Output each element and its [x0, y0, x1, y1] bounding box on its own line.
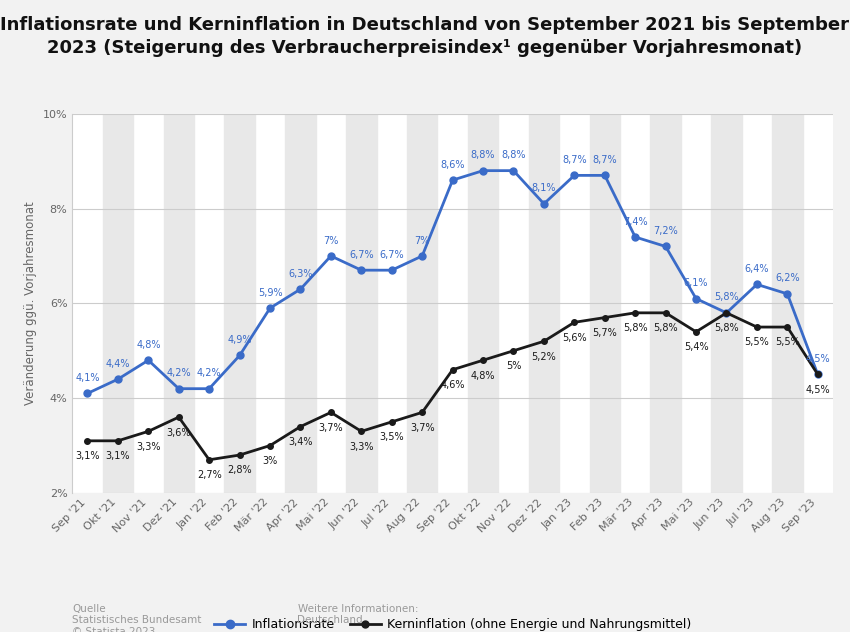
- Bar: [772, 114, 802, 493]
- Bar: [163, 114, 194, 493]
- Text: 4,1%: 4,1%: [75, 373, 99, 383]
- Bar: [346, 114, 377, 493]
- Text: 4,2%: 4,2%: [167, 368, 191, 378]
- Text: 5,8%: 5,8%: [714, 324, 739, 333]
- Text: 3,5%: 3,5%: [379, 432, 404, 442]
- Bar: [103, 114, 133, 493]
- Text: 8,8%: 8,8%: [502, 150, 526, 160]
- Bar: [224, 114, 255, 493]
- Text: 6,3%: 6,3%: [288, 269, 313, 279]
- Text: 7,4%: 7,4%: [623, 217, 648, 227]
- Bar: [650, 114, 681, 493]
- Bar: [590, 114, 620, 493]
- Text: 5,6%: 5,6%: [562, 332, 586, 343]
- Text: 5,8%: 5,8%: [623, 324, 648, 333]
- Text: 5,4%: 5,4%: [683, 342, 708, 352]
- Text: 4,2%: 4,2%: [197, 368, 222, 378]
- Legend: Inflationsrate, Kerninflation (ohne Energie und Nahrungsmittel): Inflationsrate, Kerninflation (ohne Ener…: [209, 613, 696, 632]
- Text: 8,6%: 8,6%: [440, 160, 465, 170]
- Text: 2,7%: 2,7%: [197, 470, 222, 480]
- Text: 4,8%: 4,8%: [471, 370, 496, 380]
- Text: 6,2%: 6,2%: [775, 274, 800, 283]
- Text: 4,8%: 4,8%: [136, 340, 161, 350]
- Text: 8,1%: 8,1%: [531, 183, 556, 193]
- Text: 3,6%: 3,6%: [167, 427, 191, 437]
- Text: 3,7%: 3,7%: [410, 423, 434, 433]
- Text: Quelle
Statistisches Bundesamt
© Statista 2023: Quelle Statistisches Bundesamt © Statist…: [72, 604, 201, 632]
- Text: 6,4%: 6,4%: [745, 264, 769, 274]
- Text: 2,8%: 2,8%: [227, 465, 252, 475]
- Text: 4,5%: 4,5%: [806, 385, 830, 395]
- Text: 5,9%: 5,9%: [258, 288, 282, 298]
- Text: 5,8%: 5,8%: [654, 324, 678, 333]
- Bar: [529, 114, 559, 493]
- Text: 3%: 3%: [263, 456, 278, 466]
- Text: 6,7%: 6,7%: [349, 250, 374, 260]
- Bar: [711, 114, 742, 493]
- Text: 4,6%: 4,6%: [440, 380, 465, 390]
- Text: 5,5%: 5,5%: [775, 337, 800, 348]
- Text: 4,4%: 4,4%: [105, 359, 130, 369]
- Text: 5,2%: 5,2%: [531, 351, 556, 362]
- Bar: [286, 114, 315, 493]
- Bar: [407, 114, 438, 493]
- Text: 8,8%: 8,8%: [471, 150, 496, 160]
- Bar: [468, 114, 498, 493]
- Y-axis label: Veränderung ggü. Vorjahresmonat: Veränderung ggü. Vorjahresmonat: [24, 202, 37, 405]
- Text: 5,5%: 5,5%: [745, 337, 769, 348]
- Text: 3,3%: 3,3%: [349, 442, 374, 452]
- Text: Inflationsrate und Kerninflation in Deutschland von September 2021 bis September: Inflationsrate und Kerninflation in Deut…: [1, 16, 849, 58]
- Text: 5,7%: 5,7%: [592, 328, 617, 338]
- Text: 3,4%: 3,4%: [288, 437, 313, 447]
- Text: 7%: 7%: [415, 236, 430, 246]
- Text: 3,1%: 3,1%: [75, 451, 99, 461]
- Text: 5%: 5%: [506, 362, 521, 371]
- Text: Weitere Informationen:
Deutschland: Weitere Informationen: Deutschland: [298, 604, 418, 625]
- Text: 8,7%: 8,7%: [562, 155, 586, 165]
- Text: 3,3%: 3,3%: [136, 442, 161, 452]
- Text: 5,8%: 5,8%: [714, 293, 739, 303]
- Text: 6,1%: 6,1%: [683, 278, 708, 288]
- Text: 4,9%: 4,9%: [227, 335, 252, 345]
- Text: 6,7%: 6,7%: [379, 250, 404, 260]
- Text: 7,2%: 7,2%: [654, 226, 678, 236]
- Text: 3,1%: 3,1%: [105, 451, 130, 461]
- Text: 3,7%: 3,7%: [319, 423, 343, 433]
- Text: 7%: 7%: [323, 236, 338, 246]
- Text: 4,5%: 4,5%: [806, 354, 830, 364]
- Text: 8,7%: 8,7%: [592, 155, 617, 165]
